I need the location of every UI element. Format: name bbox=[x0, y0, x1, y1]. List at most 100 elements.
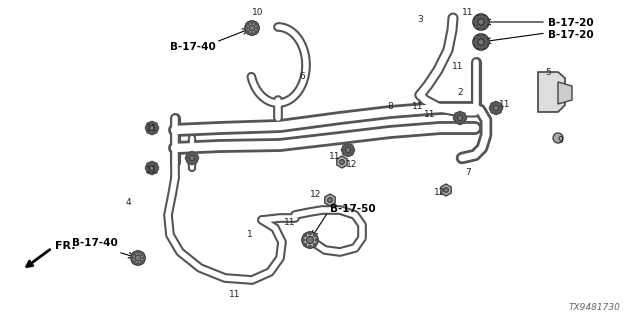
Circle shape bbox=[341, 148, 344, 151]
Circle shape bbox=[476, 16, 478, 19]
Circle shape bbox=[250, 32, 253, 36]
Circle shape bbox=[189, 155, 195, 161]
Circle shape bbox=[495, 101, 497, 104]
Circle shape bbox=[141, 261, 144, 264]
Circle shape bbox=[255, 31, 258, 34]
Circle shape bbox=[150, 161, 154, 164]
Circle shape bbox=[132, 252, 135, 255]
Circle shape bbox=[135, 255, 141, 261]
Circle shape bbox=[495, 112, 497, 115]
Circle shape bbox=[257, 27, 259, 29]
Circle shape bbox=[156, 166, 159, 170]
Circle shape bbox=[187, 153, 190, 156]
Circle shape bbox=[304, 243, 307, 246]
Circle shape bbox=[255, 22, 258, 25]
Circle shape bbox=[479, 35, 483, 37]
Circle shape bbox=[141, 252, 144, 255]
Text: 11: 11 bbox=[412, 102, 424, 111]
Circle shape bbox=[474, 15, 488, 29]
Circle shape bbox=[249, 25, 255, 31]
Circle shape bbox=[343, 152, 346, 155]
Text: 1: 1 bbox=[247, 230, 253, 239]
Circle shape bbox=[455, 120, 458, 123]
Circle shape bbox=[491, 110, 494, 113]
Text: B-17-50: B-17-50 bbox=[330, 204, 376, 214]
Text: 11: 11 bbox=[284, 218, 296, 227]
Circle shape bbox=[351, 148, 355, 151]
Circle shape bbox=[314, 234, 316, 237]
Circle shape bbox=[477, 38, 485, 46]
Text: 11: 11 bbox=[147, 166, 157, 175]
Circle shape bbox=[342, 144, 354, 156]
Text: 12: 12 bbox=[310, 190, 322, 199]
Circle shape bbox=[498, 110, 501, 113]
Polygon shape bbox=[538, 72, 565, 112]
Circle shape bbox=[154, 170, 157, 173]
Circle shape bbox=[490, 107, 492, 109]
Circle shape bbox=[484, 25, 486, 28]
Circle shape bbox=[455, 113, 458, 116]
Text: 3: 3 bbox=[417, 15, 423, 24]
Circle shape bbox=[196, 156, 198, 159]
Circle shape bbox=[146, 122, 158, 134]
Circle shape bbox=[186, 152, 198, 164]
Circle shape bbox=[453, 116, 456, 119]
Circle shape bbox=[131, 251, 145, 265]
Text: 11: 11 bbox=[424, 110, 436, 119]
Text: 4: 4 bbox=[125, 198, 131, 207]
Text: 8: 8 bbox=[387, 102, 393, 111]
Circle shape bbox=[553, 133, 563, 143]
Circle shape bbox=[143, 257, 145, 260]
Circle shape bbox=[350, 152, 353, 155]
Text: 11: 11 bbox=[147, 124, 157, 133]
Circle shape bbox=[246, 31, 250, 34]
Circle shape bbox=[154, 130, 157, 133]
Circle shape bbox=[484, 45, 486, 48]
Circle shape bbox=[150, 121, 154, 124]
Circle shape bbox=[250, 20, 253, 24]
Circle shape bbox=[302, 232, 318, 248]
Circle shape bbox=[304, 234, 307, 237]
Circle shape bbox=[346, 143, 349, 147]
Circle shape bbox=[245, 21, 259, 35]
Circle shape bbox=[346, 147, 351, 153]
Text: 11: 11 bbox=[499, 100, 511, 109]
Circle shape bbox=[244, 27, 248, 29]
Text: B-17-20: B-17-20 bbox=[548, 30, 594, 40]
Text: 11: 11 bbox=[452, 62, 464, 71]
Circle shape bbox=[136, 262, 140, 266]
Circle shape bbox=[316, 238, 318, 242]
Circle shape bbox=[301, 238, 305, 242]
Text: 12: 12 bbox=[346, 160, 358, 169]
Circle shape bbox=[156, 126, 159, 130]
Text: B-17-20: B-17-20 bbox=[548, 18, 594, 28]
Circle shape bbox=[462, 120, 465, 123]
Circle shape bbox=[308, 232, 312, 235]
Circle shape bbox=[454, 112, 466, 124]
Circle shape bbox=[350, 145, 353, 148]
Circle shape bbox=[458, 115, 463, 121]
Circle shape bbox=[136, 251, 140, 253]
Text: 5: 5 bbox=[545, 68, 551, 77]
Circle shape bbox=[498, 103, 501, 106]
Circle shape bbox=[474, 41, 477, 44]
Text: 2: 2 bbox=[457, 88, 463, 97]
Circle shape bbox=[479, 14, 483, 18]
Circle shape bbox=[484, 36, 486, 39]
Text: 10: 10 bbox=[252, 8, 264, 17]
Circle shape bbox=[308, 245, 312, 248]
Polygon shape bbox=[558, 82, 572, 104]
Circle shape bbox=[147, 163, 150, 166]
Circle shape bbox=[146, 162, 158, 174]
Circle shape bbox=[131, 257, 134, 260]
Circle shape bbox=[473, 14, 489, 30]
Circle shape bbox=[479, 27, 483, 29]
Circle shape bbox=[149, 165, 155, 171]
Circle shape bbox=[476, 25, 478, 28]
Circle shape bbox=[132, 261, 135, 264]
Circle shape bbox=[150, 172, 154, 175]
Circle shape bbox=[307, 236, 314, 244]
Circle shape bbox=[346, 154, 349, 156]
Circle shape bbox=[500, 107, 502, 109]
Text: 11: 11 bbox=[229, 290, 241, 299]
